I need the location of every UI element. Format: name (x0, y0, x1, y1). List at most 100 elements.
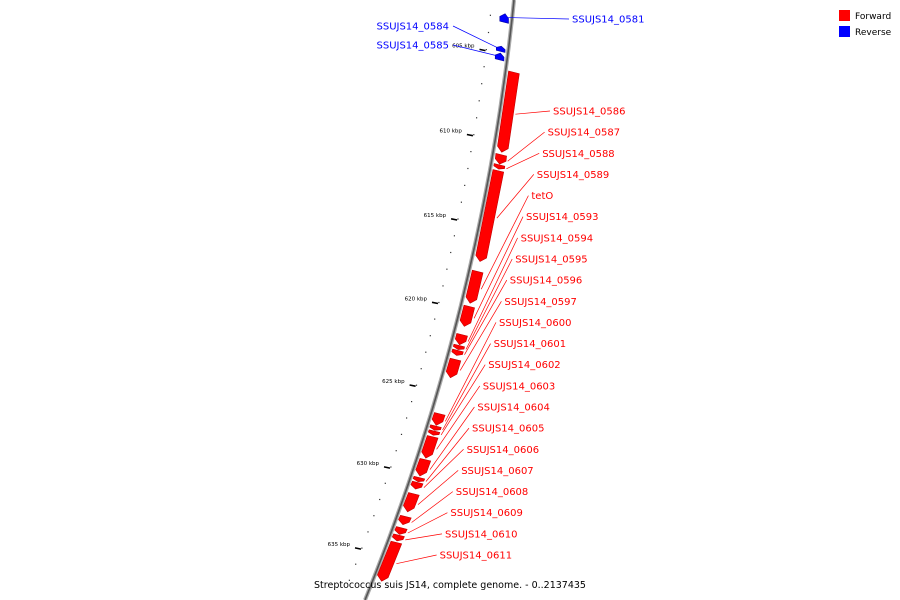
major-ticks: 605 kbp 610 kbp 615 kbp 620 kbp 625 kbp 630 k… (328, 44, 486, 550)
legend-reverse-label: Reverse (855, 28, 892, 38)
gene-label: tetO (531, 191, 553, 202)
tick-label: 630 kbp (357, 461, 380, 467)
gene-arrow-ssujs14_0607 (403, 492, 420, 513)
gene-label: SSUJS14_0611 (440, 551, 512, 562)
minor-tick (355, 563, 357, 565)
gene-arrow-ssujs14_0584 (495, 45, 506, 53)
gene-arrow-ssujs14_0603 (421, 435, 439, 459)
gene-leader-line (467, 237, 518, 342)
gene-leader-line (423, 449, 464, 488)
gene-arrow-ssujs14_0610 (391, 533, 405, 542)
gene-label: SSUJS14_0587 (548, 128, 621, 139)
gene-leader-line (405, 533, 443, 541)
legend-forward-swatch (839, 10, 850, 21)
minor-tick (485, 49, 487, 51)
gene-leader-line (502, 17, 570, 20)
gene-label: SSUJS14_0605 (472, 424, 545, 435)
minor-tick (434, 318, 436, 320)
minor-tick (425, 351, 427, 353)
gene-arrow-ssujs14_0589 (475, 169, 505, 262)
minor-tick (420, 368, 422, 370)
gene-leader-line (440, 364, 486, 436)
gene-label: SSUJS14_0586 (553, 107, 626, 118)
tick-label: 615 kbp (424, 213, 447, 219)
gene-leader-line (496, 174, 535, 219)
gene-leader-line (480, 195, 529, 290)
tick-label: 610 kbp (439, 129, 462, 135)
minor-tick (467, 167, 469, 170)
gene-label: SSUJS14_0606 (467, 445, 539, 456)
tick-mark (479, 48, 486, 52)
minor-tick (348, 579, 350, 581)
gene-label: SSUJS14_0588 (542, 149, 615, 160)
backbone-line (364, 0, 515, 600)
gene-label: SSUJS14_0595 (515, 255, 588, 266)
gene-arrow-ssujs14_0600 (431, 412, 446, 426)
minor-tick (483, 66, 485, 68)
gene-leader-line (506, 152, 540, 170)
tick-mark (450, 218, 458, 221)
gene-label: SSUJS14_0585 (377, 41, 450, 52)
gene-leader-line (459, 301, 502, 371)
gene-label: SSUJS14_0589 (537, 170, 610, 181)
gene-leader-line (429, 406, 475, 470)
gene-label: SSUJS14_0602 (488, 360, 561, 371)
gene-arrow-ssujs14_0588 (493, 163, 506, 170)
gene-label: SSUJS14_0581 (572, 15, 645, 26)
gene-label: SSUJS14_0597 (504, 297, 577, 308)
minor-tick (415, 384, 418, 386)
gene-arrow-ssujs14_0605 (412, 475, 426, 483)
gene-arrow-ssujs14_0611 (377, 540, 403, 582)
minor-tick (457, 218, 459, 220)
gene-leader-line (507, 131, 545, 162)
minor-tick (489, 14, 491, 16)
legend-forward-label: Forward (855, 12, 891, 22)
gene-arrow-ssujs14_0593 (459, 304, 475, 327)
gene-leader-line (465, 258, 513, 350)
genome-backbone (363, 0, 516, 600)
minor-tick (478, 100, 480, 102)
gene-label: SSUJS14_0601 (494, 339, 566, 350)
minor-tick (379, 498, 381, 501)
gene-leader-line (444, 322, 497, 422)
minor-tick (429, 335, 431, 337)
tick-mark (383, 466, 391, 469)
minor-tick (395, 450, 397, 452)
gene-leader-line (515, 110, 551, 115)
gene-arrow-ssujs14_0595 (452, 343, 465, 350)
tick-mark (354, 547, 362, 550)
gene-label: SSUJS14_0603 (483, 381, 556, 392)
gene-arrow-teto (465, 269, 484, 304)
gene-label: SSUJS14_0594 (521, 233, 594, 244)
legend-reverse-swatch (839, 26, 850, 37)
minor-tick (481, 83, 483, 85)
minor-ticks (348, 14, 491, 581)
gene-arrow-ssujs14_0606 (410, 480, 424, 490)
gene-leader-line (407, 512, 448, 534)
gene-arrow-ssujs14_0597 (445, 357, 462, 379)
minor-tick (470, 151, 472, 153)
minor-tick (438, 301, 440, 304)
gene-leader-line (436, 385, 481, 450)
gene-leader-line (464, 279, 508, 355)
tick-mark (466, 133, 474, 137)
minor-tick (450, 251, 452, 254)
gene-label: SSUJS14_0596 (510, 276, 583, 287)
minor-tick (367, 531, 369, 533)
gene-features (377, 13, 520, 582)
minor-tick (411, 401, 413, 403)
tick-mark (409, 384, 416, 387)
gene-arrow-ssujs14_0596 (451, 348, 464, 356)
minor-tick (442, 285, 444, 287)
gene-arrow-ssujs14_0608 (398, 514, 412, 526)
gene-label: SSUJS14_0584 (377, 22, 450, 33)
minor-tick (384, 482, 386, 484)
tick-label: 605 kbp (452, 44, 475, 50)
tick-label: 620 kbp (405, 297, 428, 303)
minor-tick (406, 417, 408, 419)
gene-arrow-ssujs14_0604 (415, 458, 432, 477)
gene-arrow-ssujs14_0594 (454, 333, 468, 346)
gene-label: SSUJS14_0593 (526, 212, 599, 223)
gene-label: SSUJS14_0610 (445, 529, 518, 540)
